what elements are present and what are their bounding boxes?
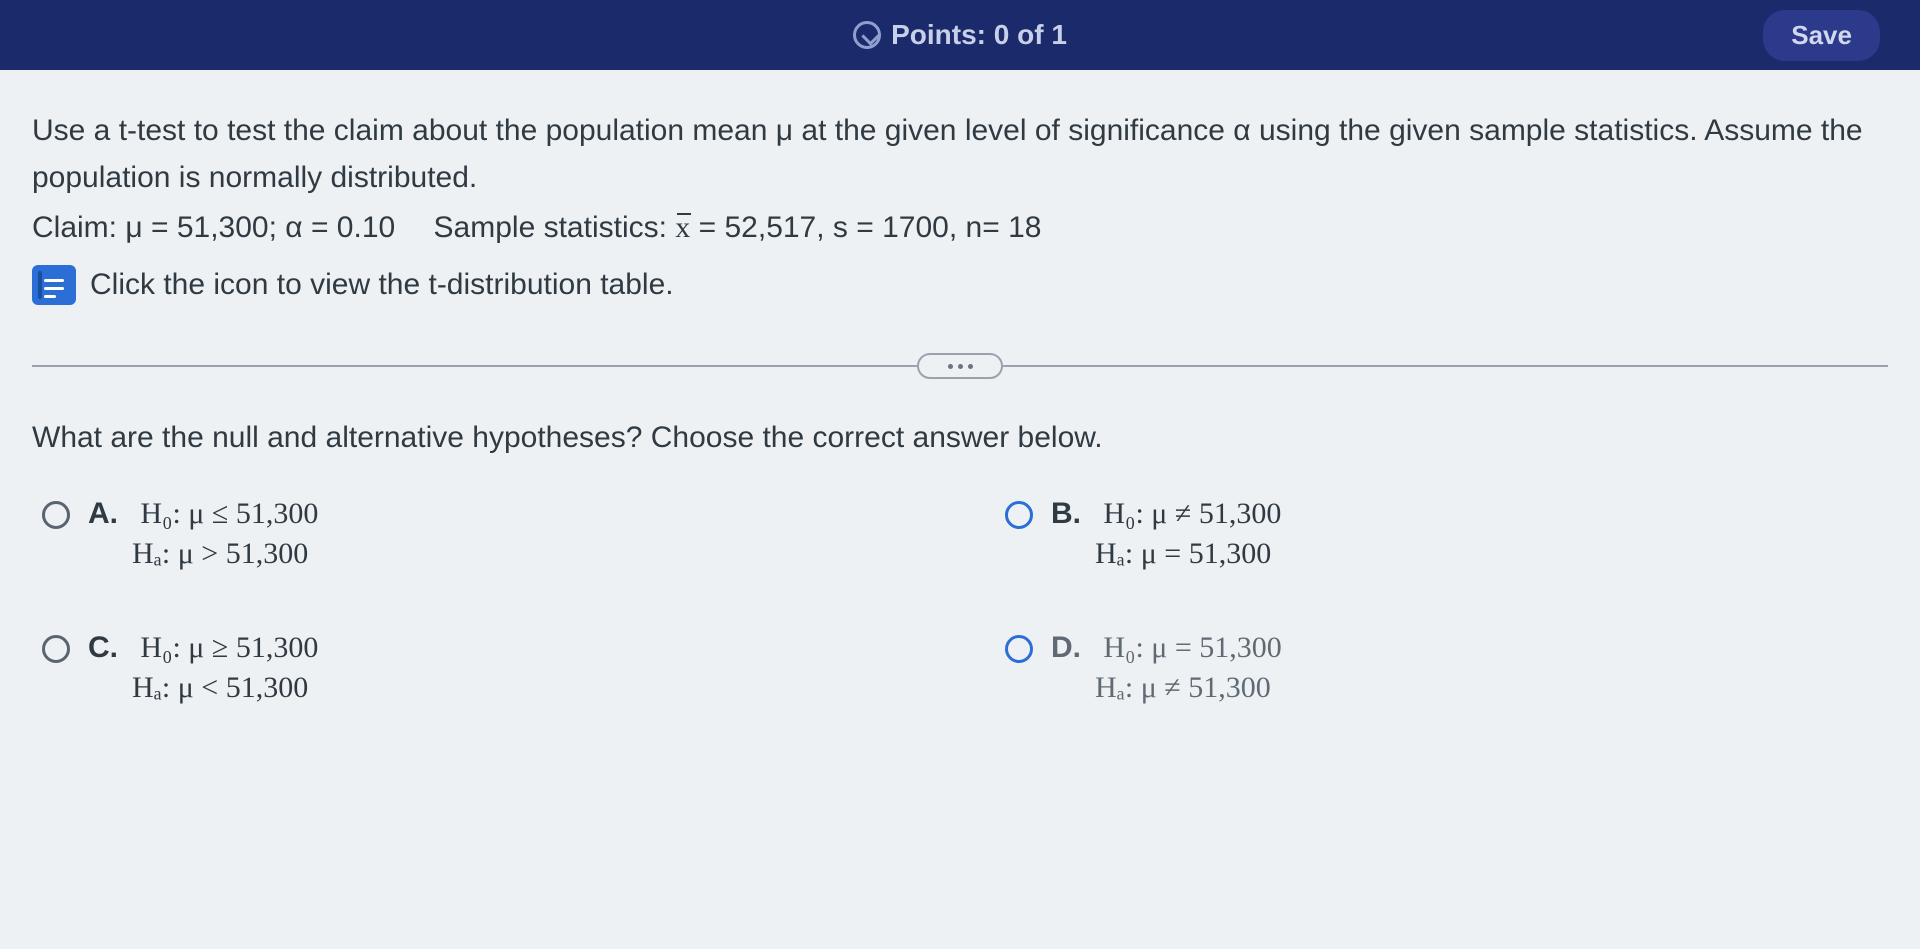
option-d-letter: D. [1051,631,1085,665]
t-table-link-text[interactable]: Click the icon to view the t-distributio… [90,268,674,302]
s-value: 1700 [882,211,949,244]
options-grid: A. H₀: μ ≤ 51,300 Hₐ: μ > 51,300 B. H₀: … [32,497,1888,705]
option-d-h0: H₀: μ = 51,300 [1103,631,1281,664]
option-a[interactable]: A. H₀: μ ≤ 51,300 Hₐ: μ > 51,300 [42,497,925,571]
option-b-h0: H₀: μ ≠ 51,300 [1103,497,1281,530]
option-c-letter: C. [88,631,122,665]
option-a-letter: A. [88,497,122,531]
n-prefix: , n= [949,211,1008,244]
option-d[interactable]: D. H₀: μ = 51,300 Hₐ: μ ≠ 51,300 [1005,631,1888,705]
problem-statement: Use a t-test to test the claim about the… [32,108,1888,201]
save-button[interactable]: Save [1763,10,1880,61]
option-a-h0: H₀: μ ≤ 51,300 [140,497,318,530]
claim-prefix: Claim: μ = [32,211,177,244]
option-b-ha: Hₐ: μ = 51,300 [1095,537,1271,570]
radio-a[interactable] [42,501,70,529]
content-area: Use a t-test to test the claim about the… [0,70,1920,949]
radio-d[interactable] [1005,635,1033,663]
option-a-ha: Hₐ: μ > 51,300 [132,537,308,570]
option-c-h0: H₀: μ ≥ 51,300 [140,631,318,664]
save-button-label: Save [1791,20,1852,50]
section-divider [32,353,1888,379]
alpha-value: 0.10 [337,211,395,244]
s-prefix: , s = [816,211,882,244]
xbar-value: 52,517 [724,211,816,244]
top-bar: Points: 0 of 1 Save [0,0,1920,70]
alpha-prefix: ; α = [269,211,337,244]
points-indicator: Points: 0 of 1 [653,19,1266,51]
claim-row: Claim: μ = 51,300; α = 0.10 Sample stati… [32,211,1888,245]
points-label: Points: 0 of 1 [891,19,1067,51]
claim-value: 51,300 [177,211,269,244]
sample-label: Sample statistics: [434,211,676,244]
radio-c[interactable] [42,635,70,663]
xbar-prefix: = [690,211,724,244]
radio-b[interactable] [1005,501,1033,529]
book-icon[interactable] [32,265,76,305]
question-heading: What are the null and alternative hypoth… [32,421,1888,455]
xbar-symbol: x [675,211,690,245]
option-d-ha: Hₐ: μ ≠ 51,300 [1095,671,1271,704]
option-c[interactable]: C. H₀: μ ≥ 51,300 Hₐ: μ < 51,300 [42,631,925,705]
t-table-link-row: Click the icon to view the t-distributio… [32,265,1888,305]
refresh-icon [853,21,881,49]
option-c-ha: Hₐ: μ < 51,300 [132,671,308,704]
option-b-letter: B. [1051,497,1085,531]
n-value: 18 [1008,211,1041,244]
expand-pill-button[interactable] [917,353,1003,379]
option-b[interactable]: B. H₀: μ ≠ 51,300 Hₐ: μ = 51,300 [1005,497,1888,571]
